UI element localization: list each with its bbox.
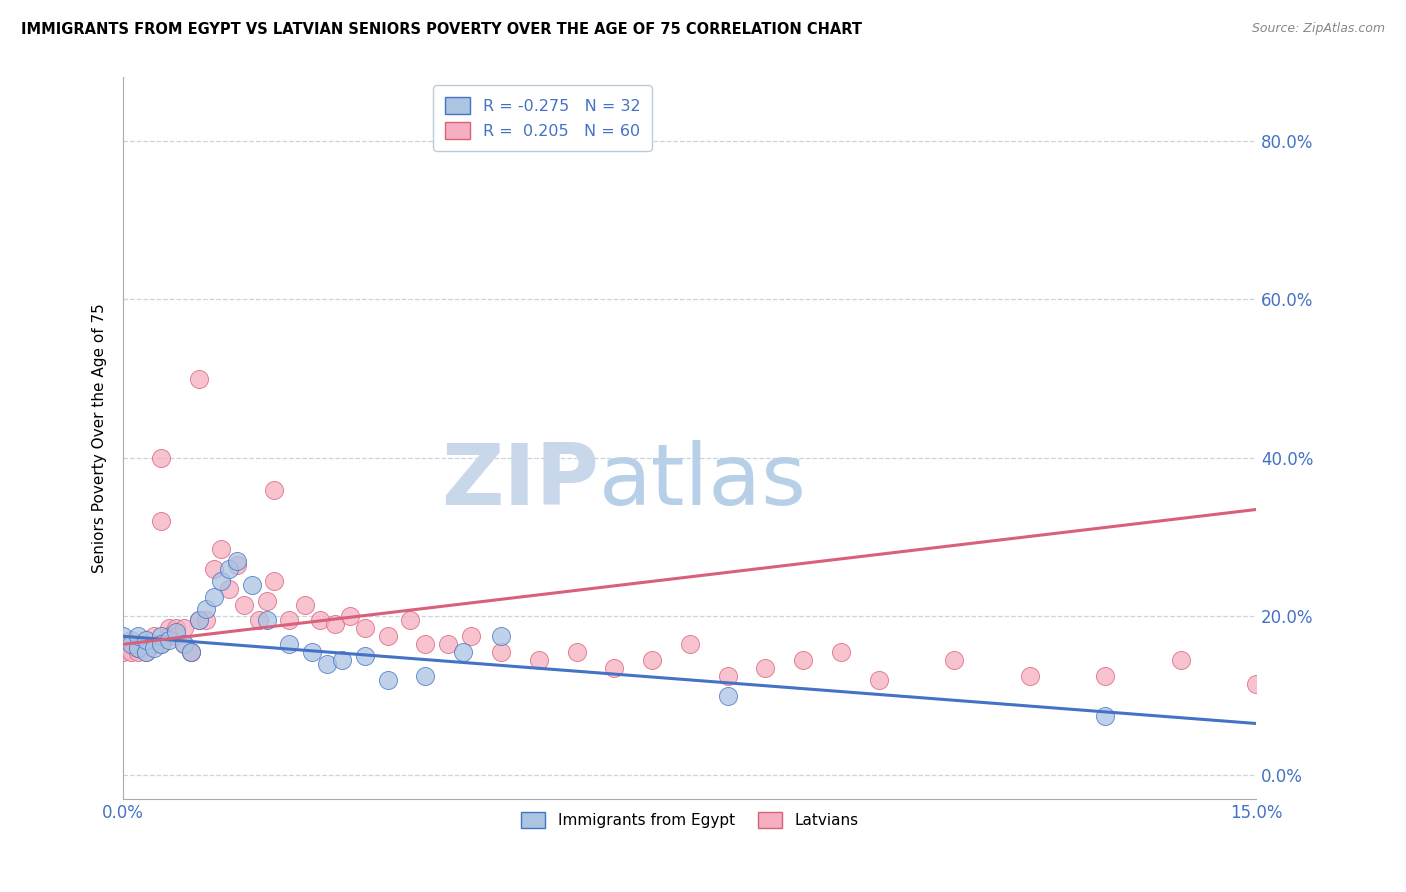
- Text: ZIP: ZIP: [441, 440, 599, 523]
- Text: Source: ZipAtlas.com: Source: ZipAtlas.com: [1251, 22, 1385, 36]
- Legend: Immigrants from Egypt, Latvians: Immigrants from Egypt, Latvians: [515, 805, 865, 835]
- Y-axis label: Seniors Poverty Over the Age of 75: Seniors Poverty Over the Age of 75: [93, 303, 107, 573]
- Text: atlas: atlas: [599, 440, 807, 523]
- Text: IMMIGRANTS FROM EGYPT VS LATVIAN SENIORS POVERTY OVER THE AGE OF 75 CORRELATION : IMMIGRANTS FROM EGYPT VS LATVIAN SENIORS…: [21, 22, 862, 37]
